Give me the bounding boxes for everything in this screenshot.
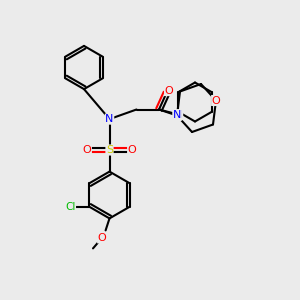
- Text: N: N: [173, 110, 181, 121]
- Text: N: N: [174, 110, 183, 120]
- Text: O: O: [82, 145, 91, 155]
- Text: O: O: [98, 233, 106, 243]
- Text: O: O: [164, 85, 173, 96]
- Text: S: S: [106, 145, 113, 155]
- Text: O: O: [128, 145, 136, 155]
- Text: N: N: [105, 114, 114, 124]
- Text: O: O: [212, 95, 220, 106]
- Text: Cl: Cl: [65, 202, 76, 212]
